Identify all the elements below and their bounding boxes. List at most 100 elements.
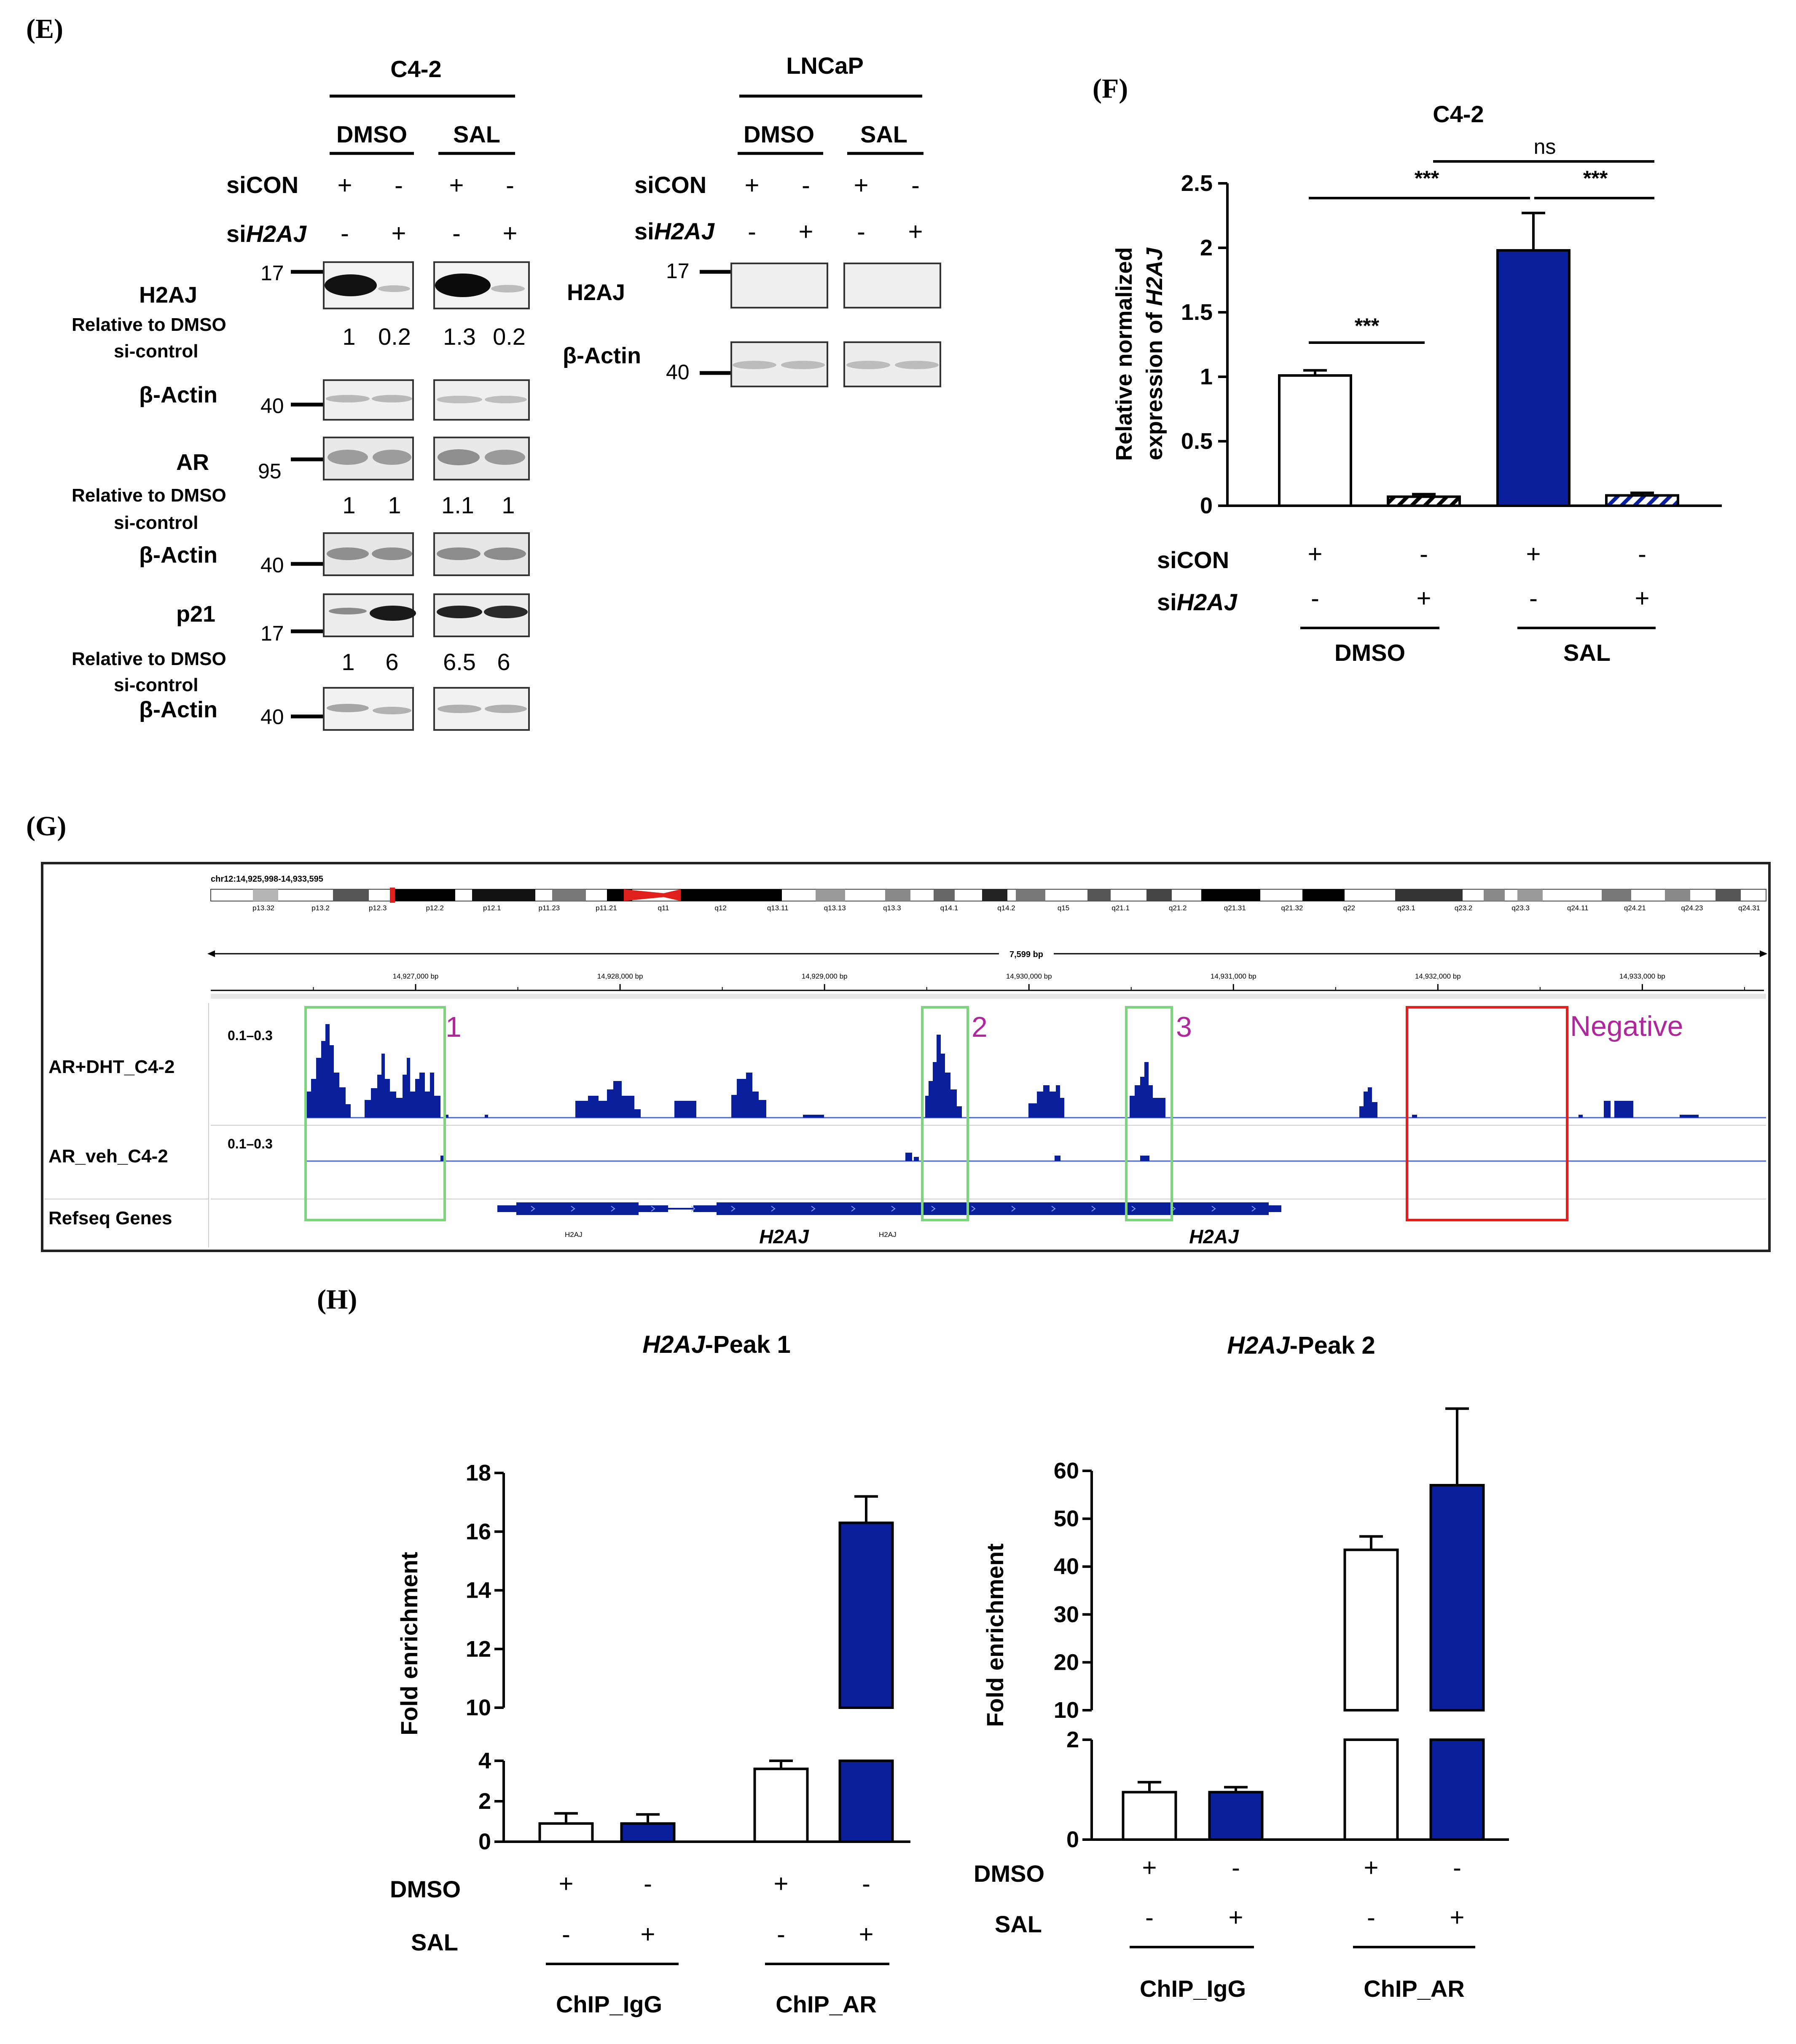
- band-label: q24.11: [1567, 904, 1589, 912]
- track3-name: Refseq Genes: [48, 1208, 172, 1229]
- track1-name: AR+DHT_C4-2: [48, 1057, 175, 1077]
- c42-title: C4-2: [390, 56, 441, 82]
- qpcr-row2-sign-1: -: [1311, 584, 1319, 612]
- band-label: q15: [1058, 904, 1069, 912]
- chip1-ytick-label: 0: [478, 1829, 491, 1854]
- coverage-peak-region-3: [1130, 1062, 1165, 1118]
- c42-sicon-sign-3: +: [449, 171, 464, 199]
- c42-sih2aj-sign-1: -: [341, 219, 349, 247]
- qpcr-ytick-label: 2.5: [1181, 171, 1213, 196]
- qpcr-row2-sign-4: +: [1635, 584, 1649, 612]
- gene-strand-chevron: [571, 1206, 575, 1212]
- qpcr-ytick-label: 1: [1200, 364, 1213, 389]
- band-label: q22: [1343, 904, 1355, 912]
- browser-locus: chr12:14,925,998-14,933,595: [211, 874, 323, 884]
- qpcr-title: C4-2: [1433, 101, 1484, 127]
- gene-strand-chevron: [531, 1206, 535, 1212]
- lncap-sih2aj-sign-4: +: [908, 217, 923, 246]
- qpcr-sig-3: ***: [1583, 166, 1608, 190]
- c42-sih2aj-sign-2: +: [391, 219, 406, 247]
- chip1-ytick-label: 4: [478, 1748, 491, 1773]
- chip2-bar-upper: [1429, 1484, 1485, 1712]
- chip1-bar-upper: [838, 1521, 894, 1709]
- panel-label-h: (H): [317, 1284, 357, 1315]
- qpcr-ytick-label: 1.5: [1181, 300, 1213, 325]
- c42-p21-rel-4: 6: [497, 649, 510, 675]
- chip1-ytick-label: 10: [466, 1695, 491, 1720]
- c42-blot-actin3-label: β-Actin: [139, 697, 217, 722]
- chip2-bar: [1208, 1791, 1264, 1841]
- qpcr-row1-sign-2: -: [1420, 540, 1428, 568]
- band-label: p13.32: [252, 904, 274, 912]
- chromosome-ideogram: [210, 888, 1766, 903]
- lncap-sicon-label: siCON: [634, 172, 706, 198]
- chip2-ytick-label: 0: [1066, 1827, 1079, 1852]
- c42-blot-actin-3: [323, 687, 530, 731]
- chip1-ytick-label: 18: [466, 1460, 491, 1486]
- chip2-bar-lower: [1429, 1738, 1485, 1841]
- chip2-ytick-label: 30: [1054, 1602, 1079, 1627]
- c42-blot-h2aj-marker: 17: [260, 261, 284, 285]
- western-c42: C4-2 DMSO SAL siCON siH2AJ + - + - - + -…: [72, 56, 530, 731]
- chip1-bars: [538, 1495, 894, 1843]
- c42-ar-rel-3: 1.1: [441, 492, 474, 518]
- lncap-sicon-sign-2: -: [802, 171, 810, 199]
- qpcr-ytick-label: 0: [1200, 493, 1213, 518]
- qpcr-bar: [1278, 374, 1352, 507]
- chip1-row1-label: DMSO: [390, 1876, 461, 1902]
- band-label: q24.31: [1738, 904, 1760, 912]
- c42-blot-actin3-marker: 40: [260, 705, 284, 729]
- gene-strand-chevron: [1131, 1206, 1136, 1212]
- c42-h2aj-rel-4: 0.2: [493, 323, 526, 350]
- gene-strand-chevron: [731, 1206, 736, 1212]
- gene-strand-chevron: [1251, 1206, 1256, 1212]
- gene-model: H2AJ H2AJ H2AJ H2AJ: [497, 1202, 1281, 1247]
- lncap-sih2aj-sign-2: +: [798, 217, 813, 246]
- chip2-ytick-label: 50: [1054, 1506, 1079, 1532]
- coverage-peak-region-2: [925, 1035, 962, 1118]
- lncap-sicon-sign-3: +: [854, 171, 868, 199]
- c42-sicon-sign-1: +: [337, 171, 352, 199]
- ruler-tick-label: 14,929,000 bp: [802, 972, 848, 980]
- band-label: p11.23: [539, 904, 560, 912]
- qpcr-axis: 0 0.5 1 1.5 2 2.5: [1181, 171, 1722, 518]
- band-label: q21.31: [1224, 904, 1246, 912]
- chip-peak1-chart: H2AJ-Peak 1 Fold enrichment 0 2 4 10 12 14 16 1…: [390, 1331, 910, 2017]
- band-label: p12.3: [369, 904, 387, 912]
- lncap-blot-h2aj-marker: 17: [666, 259, 690, 283]
- lncap-blot-actin: [730, 341, 941, 387]
- qpcr-row1-label: siCON: [1157, 547, 1229, 573]
- chip2-row1-label: DMSO: [974, 1860, 1044, 1887]
- qpcr-ytick-label: 2: [1200, 235, 1213, 260]
- coverage-peak-region-1: [306, 1024, 351, 1118]
- panel-label-f: (F): [1093, 73, 1128, 104]
- chip1-row1-sign-4: -: [862, 1870, 870, 1898]
- track1-range: 0.1–0.3: [228, 1028, 273, 1043]
- qpcr-row1-sign-1: +: [1307, 540, 1322, 568]
- band-label: q13.11: [767, 904, 789, 912]
- peak-box-3: [1125, 1006, 1173, 1221]
- lncap-sicon-sign-4: -: [911, 171, 920, 199]
- chip2-row1-sign-2: -: [1232, 1854, 1240, 1882]
- qpcr-sig-1: ***: [1355, 314, 1380, 338]
- ruler-tick-label: 14,927,000 bp: [393, 972, 439, 980]
- qpcr-ylabel-2: expression of H2AJ: [1142, 247, 1167, 460]
- qpcr-bar: [1387, 495, 1461, 507]
- gene-strand-chevron: [611, 1206, 615, 1212]
- qpcr-ytick-label: 0.5: [1181, 429, 1213, 454]
- chip2-row1-sign-3: +: [1364, 1854, 1378, 1882]
- qpcr-bars: [1278, 212, 1679, 507]
- band-label: p13.2: [311, 904, 330, 912]
- gene-strand-chevron: [891, 1206, 896, 1212]
- coverage-peak-small-4: [1359, 1087, 1377, 1118]
- ruler-tick-label: 14,933,000 bp: [1619, 972, 1665, 980]
- lncap-blot-h2aj-label: H2AJ: [567, 280, 625, 305]
- qpcr-group-sal: SAL: [1563, 639, 1611, 666]
- chip2-ytick-label: 2: [1066, 1727, 1079, 1752]
- band-label: p12.1: [483, 904, 501, 912]
- gene-strand-chevron: [651, 1206, 655, 1212]
- chip1-ytick-label: 14: [466, 1578, 491, 1603]
- c42-ar-rel-label-2: si-control: [114, 512, 198, 533]
- chip-peak2-chart: H2AJ-Peak 2 Fold enrichment 0 2 10 20 30 40 50…: [974, 1332, 1509, 2002]
- band-label: q21.32: [1281, 904, 1303, 912]
